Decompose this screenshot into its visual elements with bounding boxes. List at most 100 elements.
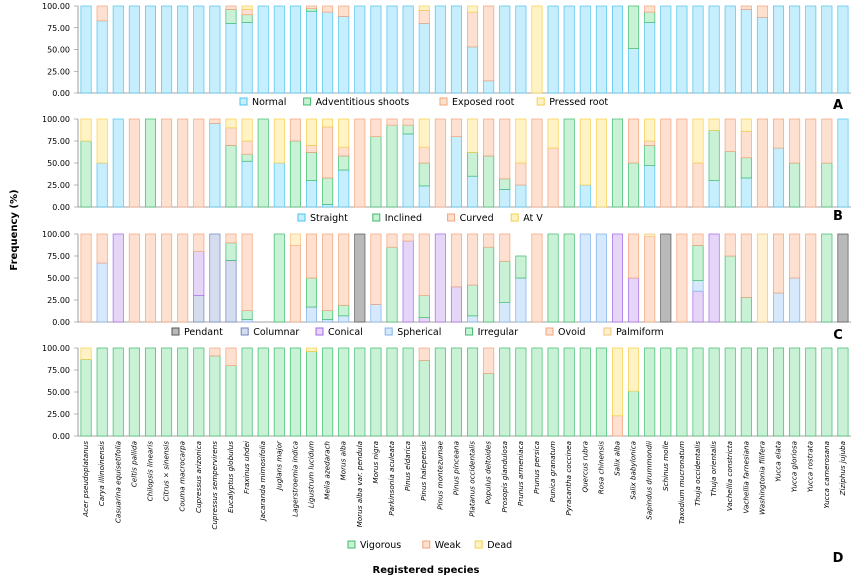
species-label: Pyracantha coccinea <box>564 441 573 516</box>
bar-segment <box>450 286 462 323</box>
bar-segment <box>418 359 430 437</box>
bar-segment <box>386 233 398 248</box>
bar-segment <box>595 233 607 323</box>
legend-label: Pressed root <box>549 97 608 108</box>
species-label: Prosopis glandulosa <box>500 441 509 513</box>
bar-segment <box>193 233 205 252</box>
bar-segment <box>483 347 495 374</box>
species-label: Yucca carnerosana <box>822 441 831 509</box>
bar-segment <box>708 233 720 323</box>
species-label: Yucca rostrata <box>806 441 815 492</box>
bar-segment <box>821 162 833 208</box>
y-tick-label: 25.00 <box>47 181 70 190</box>
bar-segment <box>740 9 752 94</box>
legend-swatch <box>171 327 180 336</box>
bar-segment <box>225 118 237 129</box>
bar-segment <box>547 118 559 149</box>
bar-segment <box>660 118 672 208</box>
bar-segment <box>563 118 575 208</box>
bar-segment <box>80 5 92 94</box>
bar-segment <box>547 5 559 94</box>
species-label: Casuarina equisetifolia <box>113 441 122 523</box>
legend-label: Palmiform <box>616 327 664 338</box>
bar-segment <box>467 284 479 317</box>
legend-label: Inclined <box>385 213 422 224</box>
bar-segment <box>338 5 350 17</box>
bar-segment <box>338 347 350 437</box>
bar-segment <box>418 295 430 318</box>
bar-segment <box>660 233 672 323</box>
bar-segment <box>144 118 156 208</box>
species-label: Platanus occidentalis <box>468 441 477 517</box>
bar-segment <box>289 118 301 142</box>
bar-segment <box>676 5 688 94</box>
bar-segment <box>692 347 704 437</box>
species-label: Cupressus sempervirens <box>210 441 219 530</box>
bar-segment <box>740 130 752 159</box>
bar-segment <box>402 133 414 208</box>
bar-segment <box>322 5 334 13</box>
bar-segment <box>644 165 656 208</box>
bar-segment <box>434 233 446 323</box>
bar-segment <box>611 415 624 437</box>
species-label: Parkinsonia aculeata <box>387 441 396 516</box>
bar-segment <box>740 347 752 437</box>
bar-segment <box>628 162 640 208</box>
bar-segment <box>756 233 768 323</box>
bar-segment <box>193 5 205 94</box>
bar-segment <box>805 233 817 323</box>
bar-segment <box>225 5 237 10</box>
bar-segment <box>756 118 768 208</box>
y-tick-label: 50.00 <box>47 159 70 168</box>
bar-segment <box>322 233 334 311</box>
bar-segment <box>402 118 414 126</box>
bar-segment <box>386 347 398 437</box>
bar-segment <box>499 118 511 180</box>
legend-swatch <box>239 97 248 106</box>
bar-segment <box>338 315 350 323</box>
bar-segment <box>257 347 269 437</box>
species-label: Morus alba var. pendula <box>355 441 364 527</box>
bar-segment <box>418 10 430 24</box>
bar-segment <box>418 347 430 361</box>
bar-segment <box>644 11 656 23</box>
bar-segment <box>112 233 124 323</box>
legend-swatch <box>372 213 381 222</box>
bar-segment <box>96 5 108 22</box>
bar-segment <box>547 347 559 437</box>
bar-segment <box>628 390 640 437</box>
bar-segment <box>467 152 479 177</box>
bar-segment <box>563 347 575 437</box>
bar-segment <box>418 233 430 296</box>
bar-segment <box>241 160 253 208</box>
bar-segment <box>241 9 253 16</box>
legend-label: Spherical <box>397 327 441 338</box>
bar-segment <box>789 162 801 208</box>
bar-segment <box>338 155 350 171</box>
bar-segment <box>306 277 318 308</box>
bar-segment <box>241 5 253 10</box>
y-tick-label: 75.00 <box>47 252 70 261</box>
bar-segment <box>96 20 108 94</box>
bar-segment <box>499 302 511 323</box>
bar-segment <box>257 5 269 94</box>
bar-segment <box>225 233 237 244</box>
bar-segment <box>789 5 801 94</box>
bar-segment <box>499 189 511 208</box>
bar-segment <box>708 5 720 94</box>
legend-swatch <box>303 97 312 106</box>
bar-segment <box>515 255 527 279</box>
bar-segment <box>241 153 253 162</box>
bar-segment <box>821 118 833 164</box>
panel-A: 0.00 25.00 50.00 75.00 100.00 Normal Adventiti… <box>42 2 851 113</box>
bar-segment <box>628 5 640 49</box>
bar-segment <box>692 280 704 292</box>
bar-segment <box>289 347 301 437</box>
bar-segment <box>306 145 318 153</box>
bar-segment <box>773 118 785 149</box>
bar-segment <box>128 347 140 437</box>
bar-segment <box>144 233 156 323</box>
y-tick-label: 50.00 <box>47 388 70 397</box>
bar-segment <box>80 347 92 360</box>
panel-B: 0.00 25.00 50.00 75.00 100.00 Straight Incline… <box>42 115 851 224</box>
